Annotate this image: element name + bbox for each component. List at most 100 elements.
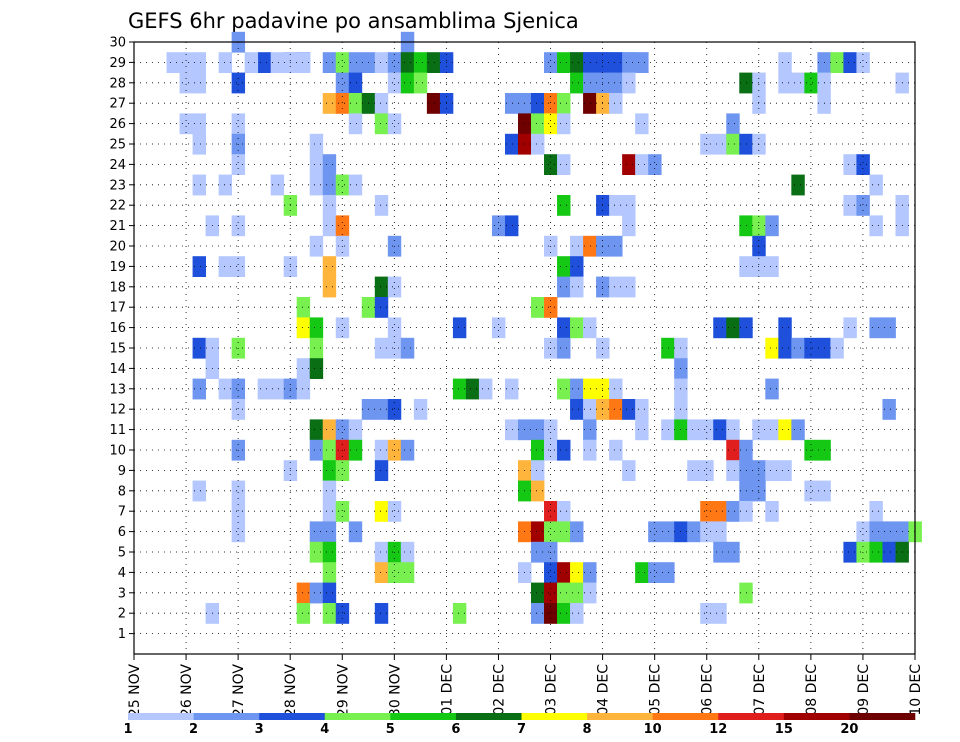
- x-tick-label: 02 DEC: [491, 664, 507, 716]
- heatmap-cell: [778, 337, 792, 359]
- heatmap-cell: [348, 521, 363, 543]
- heatmap-cell: [635, 52, 649, 73]
- heatmap-cell: [544, 603, 558, 624]
- heatmap-cell: [778, 72, 792, 94]
- heatmap-cell: [387, 562, 402, 583]
- heatmap-cell: [531, 113, 545, 135]
- heatmap-cell: [583, 317, 597, 339]
- heatmap-cell: [309, 439, 324, 461]
- y-tick-label: 30: [109, 36, 126, 51]
- y-tick-label: 25: [109, 138, 126, 153]
- heatmap-cell: [882, 399, 896, 420]
- heatmap-cell: [583, 72, 597, 94]
- heatmap-cell: [296, 582, 311, 604]
- heatmap-cell: [609, 72, 623, 94]
- heatmap-cell: [570, 256, 584, 277]
- heatmap-cell: [557, 521, 571, 543]
- heatmap-cell: [192, 378, 206, 400]
- heatmap-cell: [726, 439, 740, 461]
- heatmap-cell: [544, 297, 558, 318]
- y-tick-label: 26: [109, 117, 126, 132]
- heatmap-cell: [648, 154, 662, 175]
- heatmap-cell: [231, 378, 246, 400]
- heatmap-cell: [544, 419, 558, 441]
- heatmap-cell: [843, 52, 857, 73]
- heatmap-cell: [531, 460, 545, 481]
- heatmap-cell: [687, 521, 701, 543]
- heatmap-cell: [531, 521, 545, 543]
- heatmap-cell: [583, 419, 597, 441]
- heatmap-cell: [726, 501, 740, 522]
- heatmap-cell: [687, 460, 701, 481]
- y-tick-label: 17: [109, 301, 126, 316]
- heatmap-cell: [765, 501, 779, 522]
- heatmap-cell: [622, 52, 636, 73]
- heatmap-cell: [348, 72, 363, 94]
- colorbar-label: 1: [123, 722, 132, 737]
- heatmap-cell: [400, 72, 415, 94]
- heatmap-cell: [231, 72, 246, 94]
- colorbar-swatch: [587, 713, 653, 720]
- heatmap-cell: [570, 399, 584, 420]
- heatmap-cell: [856, 154, 870, 175]
- y-tick-label: 27: [109, 97, 126, 112]
- heatmap-cell: [270, 52, 285, 73]
- heatmap-cell: [491, 215, 506, 237]
- heatmap-cell: [270, 378, 285, 400]
- heatmap-cell: [374, 337, 389, 359]
- heatmap-cell: [570, 378, 584, 400]
- heatmap-cell: [739, 501, 753, 522]
- y-tick-label: 5: [118, 546, 126, 561]
- heatmap-cell: [504, 215, 519, 237]
- heatmap-cell: [504, 419, 519, 441]
- heatmap-cell: [570, 52, 584, 73]
- y-tick-label: 7: [118, 505, 126, 520]
- heatmap-cell: [557, 93, 571, 114]
- x-tick-label: 10 DEC: [908, 664, 924, 716]
- heatmap-cell: [296, 297, 311, 318]
- heatmap-cell: [609, 93, 623, 114]
- heatmap-cell: [765, 378, 779, 400]
- heatmap-cell: [830, 337, 844, 359]
- heatmap-cell: [570, 521, 584, 543]
- y-tick-label: 21: [109, 219, 126, 234]
- heatmap-cell: [426, 93, 441, 114]
- heatmap-cell: [348, 439, 363, 461]
- heatmap-cell: [531, 297, 545, 318]
- heatmap-cell: [374, 297, 389, 318]
- heatmap-cell: [322, 174, 337, 196]
- heatmap-cell: [218, 174, 233, 196]
- heatmap-cell: [583, 52, 597, 73]
- chart-title: GEFS 6hr padavine po ansamblima Sjenica: [128, 9, 579, 33]
- heatmap-cell: [257, 52, 272, 73]
- heatmap-cell: [713, 419, 727, 441]
- y-tick-label: 20: [109, 240, 126, 255]
- heatmap-cell: [387, 113, 402, 135]
- heatmap-cell: [322, 439, 337, 461]
- heatmap-cell: [322, 256, 337, 277]
- y-tick-label: 18: [109, 280, 126, 295]
- y-tick-label: 15: [109, 342, 126, 357]
- heatmap-cell: [309, 235, 324, 257]
- heatmap-cell: [322, 480, 337, 502]
- heatmap-cell: [739, 72, 753, 94]
- heatmap-cell: [400, 52, 415, 73]
- heatmap-cell: [322, 582, 337, 604]
- heatmap-cell: [348, 419, 363, 441]
- heatmap-cell: [166, 52, 180, 73]
- heatmap-cell: [635, 419, 649, 441]
- heatmap-cell: [309, 419, 324, 441]
- heatmap-cell: [348, 93, 363, 114]
- heatmap-cell: [296, 52, 311, 73]
- x-tick-label: 26 NOV: [179, 664, 195, 718]
- heatmap-cell: [322, 195, 337, 216]
- heatmap-cell: [557, 113, 571, 135]
- heatmap-cell: [700, 501, 714, 522]
- heatmap-cell: [374, 399, 389, 420]
- heatmap-cell: [322, 419, 337, 441]
- heatmap-cell: [231, 480, 246, 502]
- heatmap-cell: [335, 93, 350, 114]
- heatmap-cell: [218, 256, 233, 277]
- heatmap-cell: [609, 276, 623, 298]
- heatmap-cell: [778, 460, 792, 481]
